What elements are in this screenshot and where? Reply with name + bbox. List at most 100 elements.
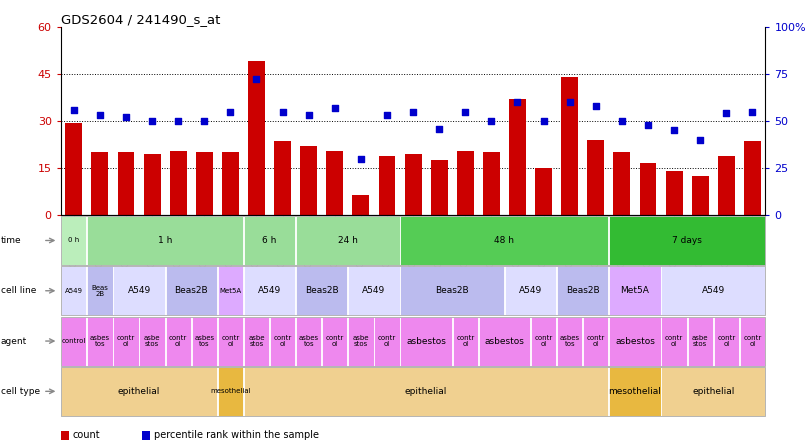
Point xyxy=(642,121,654,128)
Point xyxy=(120,114,133,121)
Text: Beas2B: Beas2B xyxy=(566,286,599,295)
Bar xyxy=(196,152,213,215)
Text: Met5A: Met5A xyxy=(220,288,241,294)
Point xyxy=(485,118,498,125)
Text: Beas2B: Beas2B xyxy=(436,286,469,295)
Bar xyxy=(666,171,683,215)
Text: asbes
tos: asbes tos xyxy=(90,335,110,347)
Bar xyxy=(326,151,343,215)
Point xyxy=(407,108,420,115)
Point xyxy=(433,125,446,132)
Text: epithelial: epithelial xyxy=(118,387,160,396)
Text: cell line: cell line xyxy=(1,286,36,295)
Text: A549: A549 xyxy=(701,286,725,295)
Text: 1 h: 1 h xyxy=(158,236,173,245)
Text: contr
ol: contr ol xyxy=(717,335,735,347)
Text: 48 h: 48 h xyxy=(494,236,514,245)
Text: asbestos: asbestos xyxy=(484,337,524,345)
Point xyxy=(146,118,159,125)
Bar xyxy=(561,77,578,215)
Text: cell type: cell type xyxy=(1,387,40,396)
Text: contr
ol: contr ol xyxy=(378,335,396,347)
Text: 24 h: 24 h xyxy=(338,236,358,245)
Text: Met5A: Met5A xyxy=(620,286,650,295)
Point xyxy=(720,110,733,117)
Bar xyxy=(143,154,160,215)
Point xyxy=(355,155,368,163)
Point xyxy=(563,99,576,106)
Text: control: control xyxy=(62,338,86,344)
Text: A549: A549 xyxy=(519,286,542,295)
Text: contr
ol: contr ol xyxy=(744,335,761,347)
Bar xyxy=(352,195,369,215)
Bar xyxy=(117,152,134,215)
Text: asbe
stos: asbe stos xyxy=(352,335,369,347)
Text: count: count xyxy=(73,430,100,440)
Bar xyxy=(431,160,448,215)
Text: percentile rank within the sample: percentile rank within the sample xyxy=(154,430,319,440)
Text: contr
ol: contr ol xyxy=(326,335,344,347)
Text: time: time xyxy=(1,236,21,245)
Point xyxy=(328,104,341,111)
Text: asbe
stos: asbe stos xyxy=(692,335,709,347)
Point xyxy=(198,118,211,125)
Text: asbes
tos: asbes tos xyxy=(560,335,580,347)
Text: asbes
tos: asbes tos xyxy=(194,335,215,347)
Text: 6 h: 6 h xyxy=(262,236,277,245)
Bar xyxy=(613,152,630,215)
Text: A549: A549 xyxy=(65,288,83,294)
Bar xyxy=(222,152,239,215)
Point xyxy=(67,106,80,113)
Text: Beas2B: Beas2B xyxy=(305,286,339,295)
Text: mesothelial: mesothelial xyxy=(210,388,251,394)
Bar xyxy=(483,152,500,215)
Bar xyxy=(587,140,604,215)
Point xyxy=(93,112,106,119)
Text: contr
ol: contr ol xyxy=(221,335,240,347)
Text: 0 h: 0 h xyxy=(68,238,79,243)
Bar xyxy=(744,142,761,215)
Text: contr
ol: contr ol xyxy=(117,335,135,347)
Text: 7 days: 7 days xyxy=(672,236,702,245)
Text: mesothelial: mesothelial xyxy=(608,387,662,396)
Point xyxy=(693,136,706,143)
Text: A549: A549 xyxy=(258,286,281,295)
Bar xyxy=(509,99,526,215)
Point xyxy=(172,118,185,125)
Text: Beas2B: Beas2B xyxy=(174,286,208,295)
Bar xyxy=(301,146,318,215)
Text: epithelial: epithelial xyxy=(692,387,735,396)
Bar xyxy=(170,151,186,215)
Text: asbestos: asbestos xyxy=(406,337,446,345)
Point xyxy=(667,127,680,134)
Bar xyxy=(457,151,474,215)
Bar xyxy=(535,168,552,215)
Bar xyxy=(378,155,395,215)
Point xyxy=(590,103,603,110)
Text: contr
ol: contr ol xyxy=(274,335,292,347)
Text: contr
ol: contr ol xyxy=(456,335,475,347)
Text: asbestos: asbestos xyxy=(615,337,655,345)
Text: A549: A549 xyxy=(127,286,151,295)
Text: A549: A549 xyxy=(362,286,386,295)
Bar xyxy=(718,155,735,215)
Text: Beas
2B: Beas 2B xyxy=(92,285,109,297)
Point xyxy=(537,118,550,125)
Point xyxy=(746,108,759,115)
Point xyxy=(381,112,394,119)
Bar xyxy=(405,154,421,215)
Bar xyxy=(248,61,265,215)
Point xyxy=(616,118,629,125)
Text: asbes
tos: asbes tos xyxy=(299,335,319,347)
Text: contr
ol: contr ol xyxy=(586,335,605,347)
Text: epithelial: epithelial xyxy=(405,387,447,396)
Text: asbe
stos: asbe stos xyxy=(248,335,265,347)
Bar xyxy=(692,176,709,215)
Point xyxy=(276,108,289,115)
Text: asbe
stos: asbe stos xyxy=(144,335,160,347)
Bar xyxy=(640,163,656,215)
Text: agent: agent xyxy=(1,337,27,345)
Text: contr
ol: contr ol xyxy=(535,335,552,347)
Point xyxy=(250,76,263,83)
Point xyxy=(458,108,471,115)
